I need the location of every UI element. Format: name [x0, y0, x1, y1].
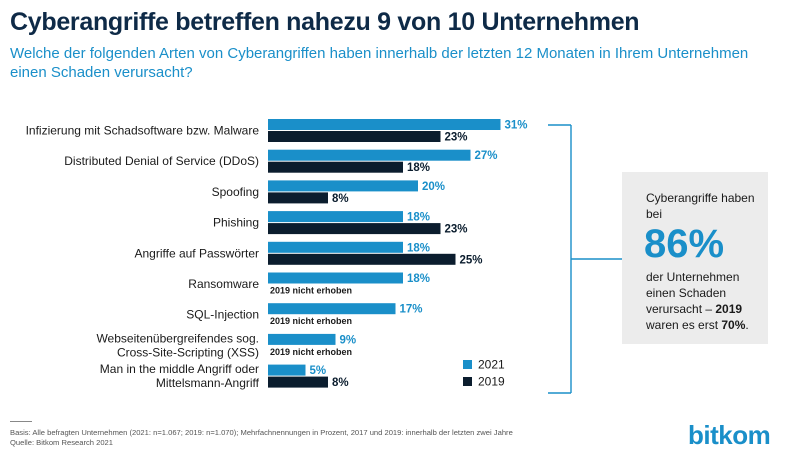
category-label: Spoofing: [212, 185, 259, 199]
category-label: Cross-Site-Scripting (XSS): [117, 345, 259, 359]
missing-2019-label: 2019 nicht erhoben: [270, 316, 352, 326]
value-label-2021: 18%: [407, 273, 430, 285]
footnote: Basis: Alle befragten Unternehmen (2021:…: [10, 428, 513, 448]
legend-label-2021: 2021: [478, 358, 505, 372]
legend: 2021 2019: [463, 358, 505, 389]
bar-2021: [268, 333, 336, 345]
bar-2021: [268, 241, 403, 253]
category-label: Phishing: [213, 216, 259, 230]
bracket: [548, 124, 622, 394]
bar-2019: [268, 376, 328, 388]
bar-2021: [268, 272, 403, 284]
bar-2021: [268, 149, 471, 161]
bitkom-logo: bitkom: [688, 420, 771, 450]
category-label: Man in the middle Angriff oder: [100, 362, 259, 376]
bar-2021: [268, 303, 396, 315]
info-bottom-pct: 70%: [721, 318, 746, 332]
bar-2019: [268, 131, 441, 142]
category-label: Mittelsmann-Angriff: [156, 376, 260, 390]
legend-swatch-2021: [463, 360, 472, 369]
info-bottom-text: der Unternehmen einen Schaden verursacht…: [646, 270, 740, 316]
value-label-2019: 18%: [407, 162, 430, 174]
footnote-source: Quelle: Bitkom Research 2021: [10, 438, 113, 447]
missing-2019-label: 2019 nicht erhoben: [270, 286, 352, 296]
chart-subtitle: Welche der folgenden Arten von Cyberangr…: [10, 45, 749, 81]
category-label: SQL-Injection: [186, 308, 259, 322]
footnote-divider: [10, 421, 32, 422]
bar-2021: [268, 364, 306, 376]
category-label: Distributed Denial of Service (DDoS): [64, 154, 259, 168]
info-bottom-tail1: waren es erst: [646, 318, 719, 332]
bars-group: 31% 23% 27% 18% 20% 8% 18% 23% 18% 25% 18% 2019 nic…: [268, 119, 528, 389]
value-label-2021: 17%: [400, 304, 423, 316]
value-label-2019: 25%: [460, 254, 483, 266]
category-label: Ransomware: [188, 277, 259, 291]
bar-2019: [268, 161, 403, 173]
value-label-2021: 18%: [407, 212, 430, 224]
info-bottom-year: 2019: [715, 302, 743, 316]
value-label-2021: 5%: [310, 365, 327, 377]
value-label-2021: 27%: [475, 150, 498, 162]
category-label: Angriffe auf Passwörter: [134, 246, 259, 260]
info-bottom-tail2: .: [745, 318, 749, 332]
value-label-2021: 18%: [407, 242, 430, 254]
value-label-2019: 23%: [445, 224, 468, 236]
value-label-2021: 20%: [422, 181, 445, 193]
legend-label-2019: 2019: [478, 375, 505, 389]
chart-title: Cyberangriffe betreffen nahezu 9 von 10 …: [10, 8, 640, 36]
footnote-basis: Basis: Alle befragten Unternehmen (2021:…: [10, 428, 513, 437]
value-label-2019: 23%: [445, 132, 468, 144]
value-label-2019: 8%: [332, 377, 349, 389]
bar-2019: [268, 192, 328, 204]
category-label: Webseitenübergreifendes sog.: [96, 331, 259, 345]
bar-2021: [268, 119, 501, 130]
info-box-bottom-text: der Unternehmen einen Schaden verursacht…: [646, 269, 766, 333]
bar-2021: [268, 211, 403, 223]
value-label-2021: 31%: [505, 120, 528, 132]
category-labels-group: Infizierung mit Schadsoftware bzw. Malwa…: [26, 124, 260, 391]
value-label-2019: 8%: [332, 193, 349, 205]
bar-2019: [268, 253, 456, 265]
bar-2019: [268, 223, 441, 235]
info-box-top-text: Cyberangriffe haben bei: [646, 191, 755, 221]
bar-2021: [268, 180, 418, 192]
legend-swatch-2019: [463, 377, 472, 386]
info-box: Cyberangriffe haben bei 86% der Unterneh…: [622, 172, 768, 344]
info-box-percent: 86%: [644, 222, 725, 266]
category-label: Infizierung mit Schadsoftware bzw. Malwa…: [26, 124, 260, 138]
missing-2019-label: 2019 nicht erhoben: [270, 347, 352, 357]
value-label-2021: 9%: [340, 334, 357, 346]
